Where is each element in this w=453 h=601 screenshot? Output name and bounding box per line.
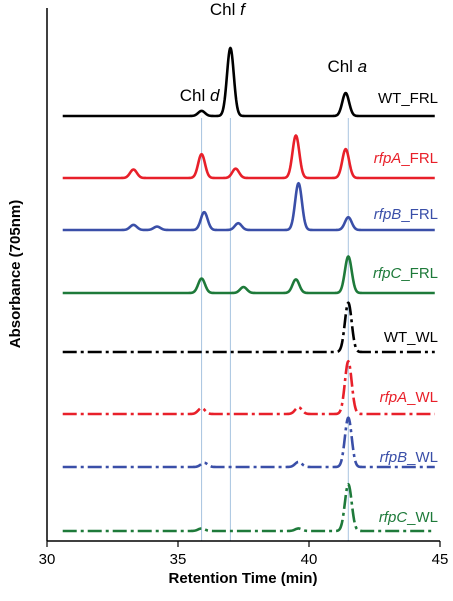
y-axis-label: Absorbance (705nm): [7, 200, 24, 348]
series-line: [61, 134, 436, 180]
peak-annotations: Chl d Chl f Chl a: [180, 0, 367, 105]
trace-label: WT_FRL: [378, 90, 438, 107]
x-axis-label: Retention Time (min): [169, 570, 318, 587]
x-tick-label: 30: [39, 551, 56, 568]
series-line: [61, 482, 436, 533]
series-line: [61, 46, 436, 118]
x-tick-label: 45: [432, 551, 449, 568]
series-line: [61, 181, 436, 232]
trace-label: rfpB_WL: [380, 449, 438, 466]
peak-annotation: Chl d: [180, 86, 220, 105]
trace-group: [61, 46, 436, 533]
trace-label: rfpB_FRL: [374, 206, 438, 223]
trace-label: rfpC_FRL: [373, 265, 438, 282]
x-tick-label: 35: [170, 551, 187, 568]
series-line: [61, 360, 436, 416]
trace-labels: WT_FRL rfpA_FRL rfpB_FRL rfpC_FRL WT_WL rfpA_…: [373, 90, 438, 526]
trace-label: rfpA_FRL: [374, 150, 438, 167]
series-line: [61, 416, 436, 469]
x-tick-label: 40: [301, 551, 318, 568]
trace-label: rfpA_WL: [380, 389, 438, 406]
axes: [46, 8, 440, 542]
peak-annotation: Chl a: [327, 57, 367, 76]
peak-annotation: Chl f: [210, 0, 247, 19]
x-ticks: 30 35 40 45: [39, 541, 449, 568]
trace-label: WT_WL: [384, 329, 438, 346]
reference-lines: [201, 118, 349, 541]
series-line: [61, 301, 436, 354]
trace-label: rfpC_WL: [379, 509, 438, 526]
series-line: [61, 255, 436, 295]
